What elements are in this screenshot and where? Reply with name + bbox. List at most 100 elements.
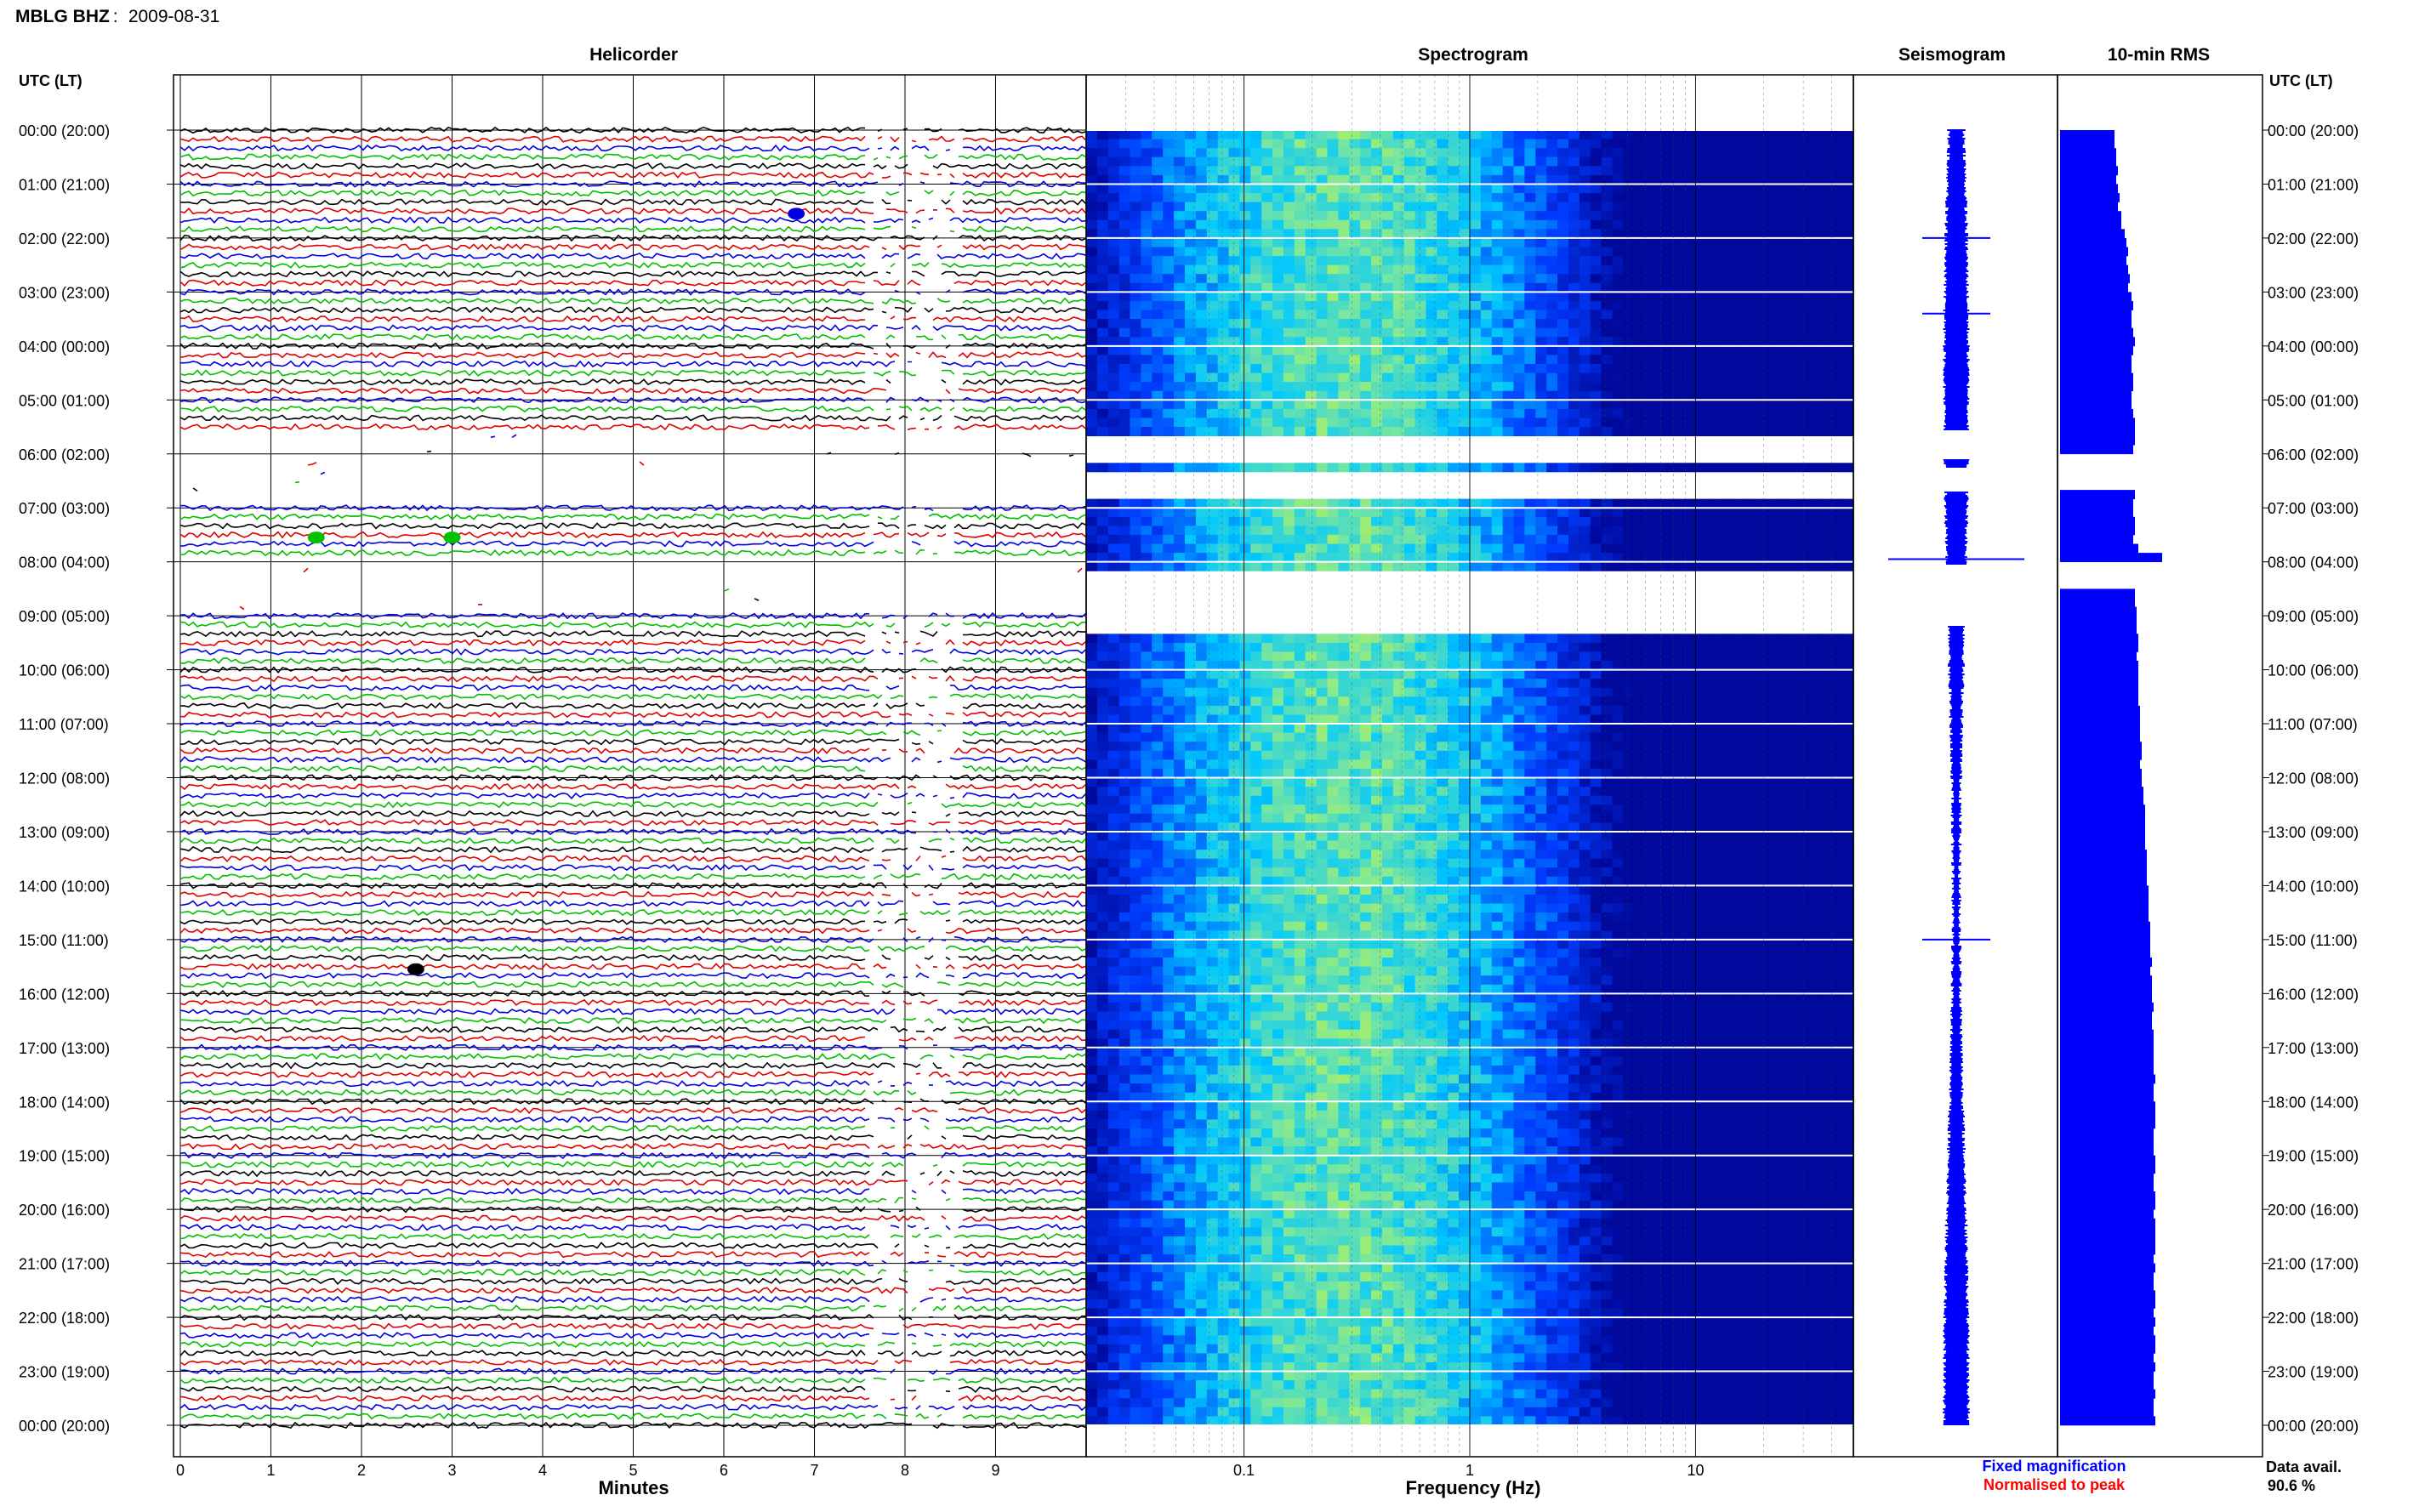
spectrogram-cell bbox=[1141, 634, 1153, 644]
spectrogram-cell bbox=[1645, 264, 1657, 275]
spectrogram-cell bbox=[1688, 247, 1701, 257]
spectrogram-cell bbox=[1535, 219, 1547, 230]
spectrogram-cell bbox=[1524, 561, 1536, 571]
helicorder-trace bbox=[179, 1079, 1087, 1088]
spectrogram-cell bbox=[1118, 292, 1131, 302]
spectrogram-cell bbox=[1733, 301, 1745, 310]
spectrogram-cell bbox=[1392, 337, 1405, 347]
spectrogram-cell bbox=[1601, 390, 1614, 401]
spectrogram-cell bbox=[1656, 364, 1668, 373]
spectrogram-cell bbox=[1250, 526, 1262, 536]
spectrogram-cell bbox=[1403, 156, 1416, 167]
spectrogram-cell bbox=[1842, 534, 1854, 544]
spectrogram-cell bbox=[1557, 508, 1569, 518]
spectrogram-cell bbox=[1480, 400, 1493, 410]
spectrogram-cell bbox=[1722, 247, 1733, 257]
spectrogram-cell bbox=[1239, 732, 1251, 742]
spectrogram-cell bbox=[1437, 274, 1449, 284]
spectrogram-cell bbox=[1645, 498, 1657, 509]
spectrogram-cell bbox=[1426, 516, 1437, 526]
spectrogram-cell bbox=[1513, 777, 1525, 787]
spectrogram-cell bbox=[1130, 292, 1141, 302]
spectrogram-cell bbox=[1426, 327, 1437, 338]
spectrogram-cell bbox=[1250, 813, 1262, 823]
spectrogram-cell bbox=[1590, 732, 1602, 742]
spectrogram-cell bbox=[1601, 822, 1614, 833]
spectrogram-cell bbox=[1096, 274, 1109, 284]
spectrogram-cell bbox=[1250, 400, 1262, 410]
helicorder-trace bbox=[179, 315, 1087, 323]
spectrogram-cell bbox=[1414, 516, 1427, 526]
spectrogram-cell bbox=[1722, 355, 1733, 365]
spectrogram-cell bbox=[1634, 292, 1646, 302]
spectrogram-cell bbox=[1316, 130, 1329, 139]
spectrogram-cell bbox=[1568, 274, 1580, 284]
spectrogram-cell bbox=[1272, 840, 1284, 850]
spectrogram-cell bbox=[1239, 327, 1251, 338]
helicorder-trace bbox=[179, 800, 1087, 809]
spectrogram-cell bbox=[1491, 237, 1504, 247]
spectrogram-cell bbox=[1437, 822, 1449, 833]
spectrogram-cell bbox=[1787, 714, 1800, 725]
spectrogram-cell bbox=[1239, 724, 1251, 733]
spectrogram-cell bbox=[1338, 355, 1350, 365]
spectrogram-cell bbox=[1733, 705, 1745, 715]
spectrogram-cell bbox=[1152, 372, 1164, 383]
spectrogram-cell bbox=[1480, 642, 1493, 652]
spectrogram-cell bbox=[1426, 319, 1437, 329]
helicorder-trace bbox=[179, 396, 1087, 404]
spectrogram-cell bbox=[1579, 714, 1591, 725]
spectrogram-cell bbox=[1316, 237, 1329, 247]
spectrogram-cell bbox=[1261, 498, 1273, 509]
spectrogram-cell bbox=[1502, 634, 1515, 644]
spectrogram-cell bbox=[1765, 724, 1778, 733]
spectrogram-cell bbox=[1086, 174, 1098, 185]
spectrogram-cell bbox=[1579, 247, 1591, 257]
spectrogram-cell bbox=[1666, 832, 1679, 841]
spectrogram-cell bbox=[1677, 732, 1690, 742]
spectrogram-cell bbox=[1765, 148, 1778, 158]
spectrogram-cell bbox=[1228, 714, 1240, 725]
spectrogram-cell bbox=[1185, 742, 1197, 752]
spectrogram-cell bbox=[1579, 534, 1591, 544]
spectrogram-cell bbox=[1842, 202, 1854, 212]
spectrogram-cell bbox=[1185, 543, 1197, 554]
spectrogram-cell bbox=[1426, 553, 1437, 563]
spectrogram-cell bbox=[1185, 418, 1197, 428]
spectrogram-cell bbox=[1437, 390, 1449, 401]
spectrogram-cell bbox=[1195, 642, 1208, 652]
spectrogram-cell bbox=[1217, 364, 1230, 373]
spectrogram-cell bbox=[1710, 219, 1722, 230]
spectrogram-cell bbox=[1152, 390, 1164, 401]
spectrogram-cell bbox=[1459, 759, 1471, 770]
spectrogram-cell bbox=[1502, 526, 1515, 536]
spectrogram-cell bbox=[1809, 219, 1821, 230]
spectrogram-cell bbox=[1776, 156, 1789, 167]
spectrogram-cell bbox=[1448, 301, 1460, 310]
spectrogram-cell bbox=[1327, 427, 1339, 436]
spectrogram-cell bbox=[1535, 724, 1547, 733]
spectrogram-cell bbox=[1448, 822, 1460, 833]
spectrogram-cell bbox=[1524, 400, 1536, 410]
helicorder-event bbox=[307, 531, 325, 544]
spectrogram-cell bbox=[1086, 651, 1098, 662]
spectrogram-cell bbox=[1612, 408, 1624, 418]
spectrogram-cell bbox=[1491, 750, 1504, 760]
spectrogram-cell bbox=[1459, 669, 1471, 679]
spectrogram-cell bbox=[1206, 534, 1219, 544]
spectrogram-cell bbox=[1699, 561, 1712, 571]
spectrogram-cell bbox=[1666, 400, 1679, 410]
spectrogram-cell bbox=[1381, 553, 1394, 563]
spectrogram-cell bbox=[1656, 345, 1668, 355]
spectrogram-cell bbox=[1755, 274, 1767, 284]
spectrogram-cell bbox=[1185, 355, 1197, 365]
spectrogram-cell bbox=[1787, 832, 1800, 841]
helicorder-trace bbox=[179, 1169, 1087, 1178]
spectrogram-cell bbox=[1349, 850, 1361, 860]
spectrogram-cell bbox=[1261, 337, 1273, 347]
spectrogram-cell bbox=[1820, 526, 1832, 536]
spectrogram-cell bbox=[1688, 237, 1701, 247]
spectrogram-cell bbox=[1272, 463, 1284, 473]
spectrogram-cell bbox=[1699, 742, 1712, 752]
spectrogram-cell bbox=[1392, 166, 1405, 176]
